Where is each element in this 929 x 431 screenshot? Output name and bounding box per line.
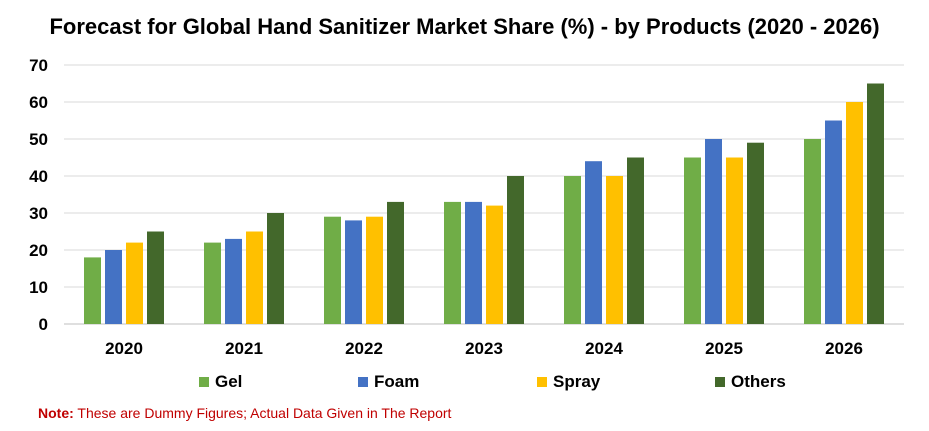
bar-foam-2021 (225, 238, 242, 324)
y-tick-label: 70 (29, 56, 48, 75)
bar-gel-2020 (84, 257, 101, 324)
legend-label: Gel (215, 372, 243, 391)
bar-spray-2026 (846, 102, 863, 324)
y-tick-label: 0 (39, 315, 48, 334)
y-tick-label: 40 (29, 167, 48, 186)
legend-swatch (537, 377, 547, 387)
bar-chart: 0 10 20 30 40 50 60 70 2020 2021 2022 2023 2024 2025 2… (29, 56, 904, 358)
bar-spray-2021 (246, 231, 263, 324)
legend-item-foam: Foam (358, 372, 419, 392)
chart-title: Forecast for Global Hand Sanitizer Marke… (49, 14, 880, 39)
bar-spray-2025 (726, 157, 743, 324)
bar-foam-2024 (585, 161, 602, 324)
legend-item-others: Others (715, 372, 786, 392)
x-tick-label: 2023 (465, 339, 503, 358)
bar-foam-2020 (105, 250, 122, 324)
y-tick-label: 20 (29, 241, 48, 260)
bar-foam-2022 (345, 220, 362, 324)
bar-gel-2021 (204, 242, 221, 324)
y-tick-label: 10 (29, 278, 48, 297)
bar-others-2026 (867, 83, 884, 324)
legend-swatch (715, 377, 725, 387)
bar-others-2021 (267, 213, 284, 324)
note-text: These are Dummy Figures; Actual Data Giv… (73, 405, 452, 421)
bar-spray-2020 (126, 242, 143, 324)
legend-swatch (199, 377, 209, 387)
x-tick-label: 2024 (585, 339, 623, 358)
bars (84, 83, 884, 324)
note: Note: These are Dummy Figures; Actual Da… (38, 405, 451, 421)
x-tick-label: 2021 (225, 339, 263, 358)
legend-item-gel: Gel (199, 372, 242, 392)
bar-spray-2023 (486, 205, 503, 324)
x-tick-label: 2022 (345, 339, 383, 358)
y-tick-label: 50 (29, 130, 48, 149)
note-label: Note: (38, 405, 74, 421)
bar-gel-2026 (804, 139, 821, 324)
legend-swatch (358, 377, 368, 387)
bar-gel-2022 (324, 216, 341, 324)
bar-others-2023 (507, 176, 524, 324)
legend-label: Foam (374, 372, 420, 391)
bar-others-2025 (747, 142, 764, 324)
bar-others-2024 (627, 157, 644, 324)
y-tick-label: 30 (29, 204, 48, 223)
legend-label: Spray (553, 372, 601, 391)
bar-gel-2023 (444, 201, 461, 324)
bar-foam-2026 (825, 120, 842, 324)
x-tick-label: 2020 (105, 339, 143, 358)
tick-labels: 0 10 20 30 40 50 60 70 2020 2021 2022 2023 2024 2025 2… (29, 56, 863, 358)
grid-lines (64, 64, 904, 288)
bar-spray-2022 (366, 216, 383, 324)
x-tick-label: 2026 (825, 339, 863, 358)
bar-gel-2025 (684, 157, 701, 324)
legend-item-spray: Spray (537, 372, 600, 392)
x-tick-label: 2025 (705, 339, 743, 358)
y-tick-label: 60 (29, 93, 48, 112)
bar-foam-2025 (705, 139, 722, 324)
bar-others-2020 (147, 231, 164, 324)
bar-foam-2023 (465, 201, 482, 324)
bar-others-2022 (387, 201, 404, 324)
legend: Gel Foam Spray Others (0, 372, 929, 394)
bar-spray-2024 (606, 176, 623, 324)
bar-gel-2024 (564, 176, 581, 324)
legend-label: Others (731, 372, 786, 391)
